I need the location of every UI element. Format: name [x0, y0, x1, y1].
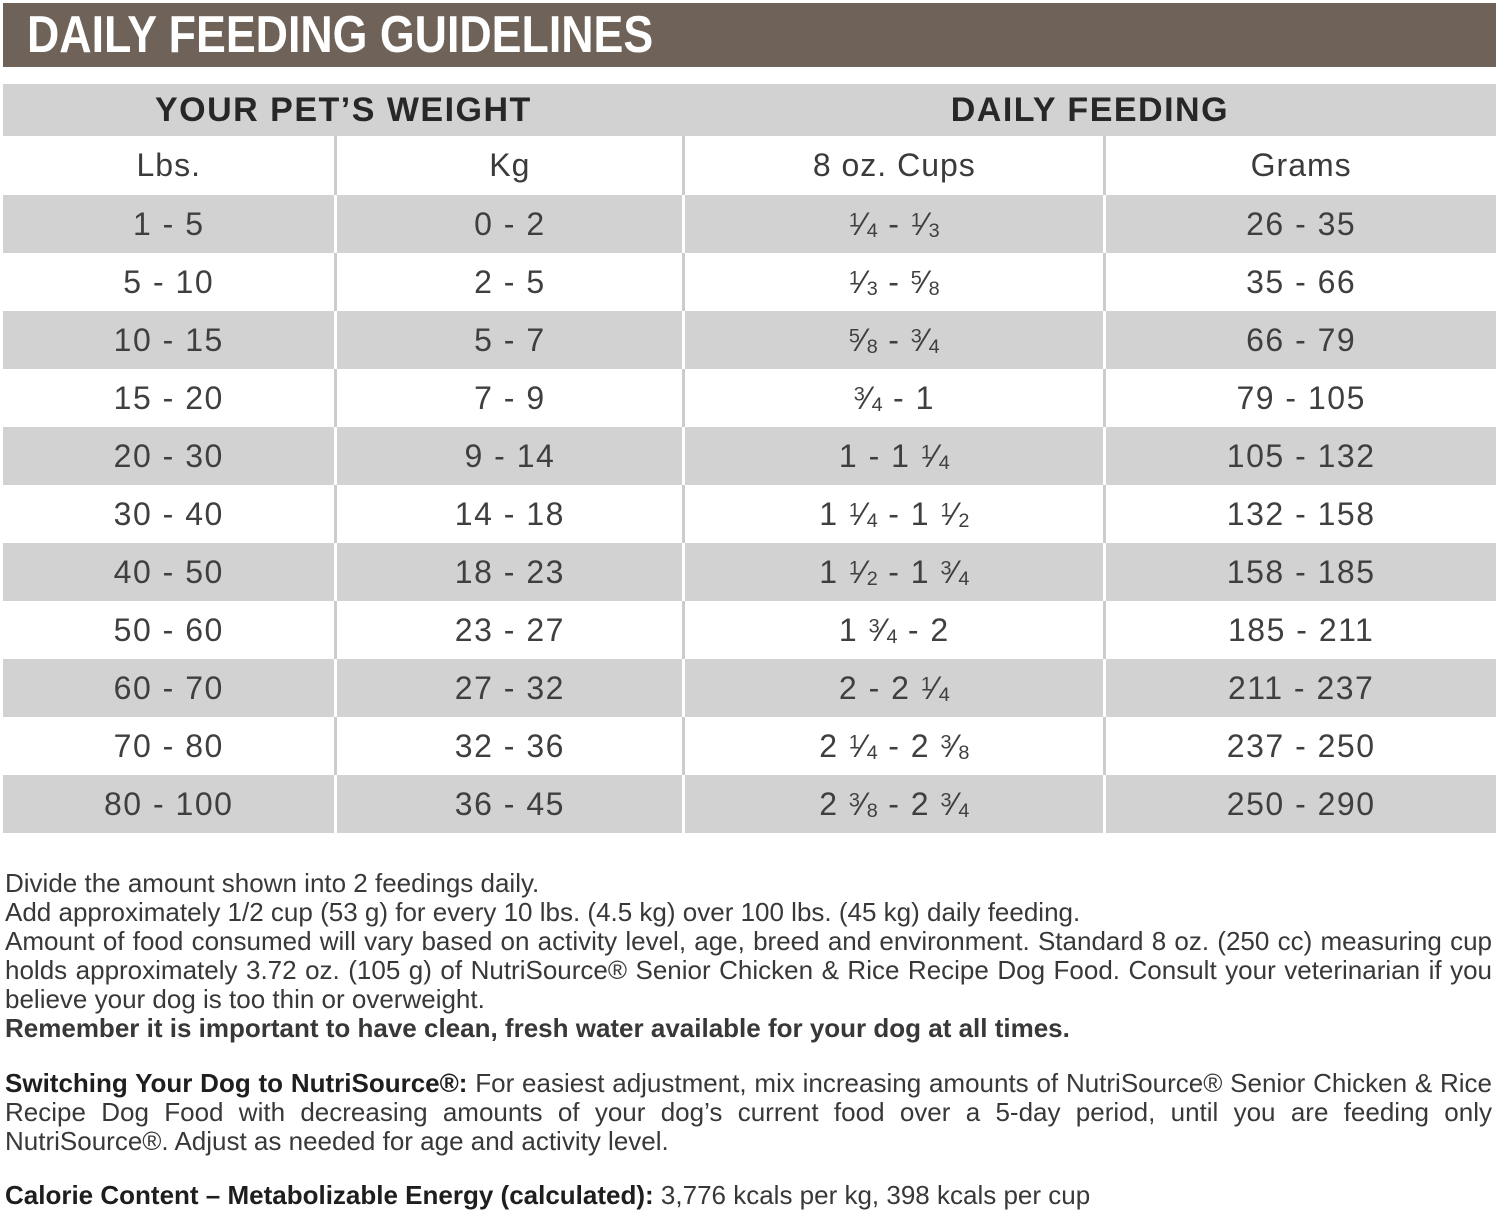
- cell-cups: 1 3⁄4 - 2: [682, 601, 1105, 659]
- cell-kg: 2 - 5: [334, 253, 684, 311]
- table-row: 60 - 70 27 - 32 2 - 2 1⁄4 211 - 237: [3, 659, 1496, 717]
- cell-lbs: 70 - 80: [3, 717, 336, 775]
- group-header-row: YOUR PET’S WEIGHT DAILY FEEDING: [3, 84, 1496, 136]
- cell-kg: 23 - 27: [334, 601, 684, 659]
- table-row: 40 - 50 18 - 23 1 1⁄2 - 1 3⁄4 158 - 185: [3, 543, 1496, 601]
- table-row: 20 - 30 9 - 14 1 - 1 1⁄4 105 - 132: [3, 427, 1496, 485]
- note-consumption: Amount of food consumed will vary based …: [5, 926, 1492, 1014]
- column-header-lbs: Lbs.: [3, 136, 336, 195]
- cell-kg: 0 - 2: [334, 195, 684, 253]
- calorie-lead: Calorie Content – Metabolizable Energy (…: [5, 1180, 654, 1210]
- table-row: 30 - 40 14 - 18 1 1⁄4 - 1 1⁄2 132 - 158: [3, 485, 1496, 543]
- switching-text: For easiest adjustment, mix increasing a…: [5, 1068, 1492, 1156]
- table-row: 5 - 10 2 - 5 1⁄3 - 5⁄8 35 - 66: [3, 253, 1496, 311]
- cell-kg: 9 - 14: [334, 427, 684, 485]
- column-header-grams: Grams: [1103, 136, 1496, 195]
- cell-grams: 105 - 132: [1103, 427, 1496, 485]
- table-row: 70 - 80 32 - 36 2 1⁄4 - 2 3⁄8 237 - 250: [3, 717, 1496, 775]
- cell-grams: 185 - 211: [1103, 601, 1496, 659]
- cell-lbs: 10 - 15: [3, 311, 336, 369]
- cell-grams: 35 - 66: [1103, 253, 1496, 311]
- cell-grams: 79 - 105: [1103, 369, 1496, 427]
- cell-grams: 158 - 185: [1103, 543, 1496, 601]
- table-row: 1 - 5 0 - 2 1⁄4 - 1⁄3 26 - 35: [3, 195, 1496, 253]
- group-header-weight: YOUR PET’S WEIGHT: [3, 84, 684, 136]
- cell-cups: 1 1⁄2 - 1 3⁄4: [682, 543, 1105, 601]
- cell-cups: 1⁄3 - 5⁄8: [682, 253, 1105, 311]
- cell-kg: 27 - 32: [334, 659, 684, 717]
- calorie-content-line: Calorie Content – Metabolizable Energy (…: [3, 1181, 1496, 1210]
- cell-cups: 2 3⁄8 - 2 3⁄4: [682, 775, 1105, 833]
- cell-grams: 211 - 237: [1103, 659, 1496, 717]
- table-row: 50 - 60 23 - 27 1 3⁄4 - 2 185 - 211: [3, 601, 1496, 659]
- page-title: DAILY FEEDING GUIDELINES: [27, 6, 654, 64]
- table-row: 10 - 15 5 - 7 5⁄8 - 3⁄4 66 - 79: [3, 311, 1496, 369]
- column-header-row: Lbs. Kg 8 oz. Cups Grams: [3, 136, 1496, 195]
- cell-kg: 7 - 9: [334, 369, 684, 427]
- cell-lbs: 1 - 5: [3, 195, 336, 253]
- cell-lbs: 5 - 10: [3, 253, 336, 311]
- cell-cups: 1 1⁄4 - 1 1⁄2: [682, 485, 1105, 543]
- cell-grams: 250 - 290: [1103, 775, 1496, 833]
- cell-cups: 1⁄4 - 1⁄3: [682, 195, 1105, 253]
- table-row: 15 - 20 7 - 9 3⁄4 - 1 79 - 105: [3, 369, 1496, 427]
- switching-paragraph: Switching Your Dog to NutriSource®: For …: [3, 1069, 1496, 1156]
- feeding-table: YOUR PET’S WEIGHT DAILY FEEDING Lbs. Kg …: [3, 84, 1496, 833]
- cell-kg: 14 - 18: [334, 485, 684, 543]
- column-header-cups: 8 oz. Cups: [682, 136, 1105, 195]
- cell-cups: 5⁄8 - 3⁄4: [682, 311, 1105, 369]
- cell-grams: 26 - 35: [1103, 195, 1496, 253]
- group-header-feeding: DAILY FEEDING: [683, 84, 1496, 136]
- switching-lead: Switching Your Dog to NutriSource®:: [5, 1068, 468, 1098]
- table-row: 80 - 100 36 - 45 2 3⁄8 - 2 3⁄4 250 - 290: [3, 775, 1496, 833]
- cell-lbs: 60 - 70: [3, 659, 336, 717]
- cell-lbs: 20 - 30: [3, 427, 336, 485]
- column-header-kg: Kg: [334, 136, 684, 195]
- note-add-half-cup: Add approximately 1/2 cup (53 g) for eve…: [5, 897, 1081, 927]
- cell-lbs: 40 - 50: [3, 543, 336, 601]
- cell-cups: 1 - 1 1⁄4: [682, 427, 1105, 485]
- cell-lbs: 30 - 40: [3, 485, 336, 543]
- cell-grams: 237 - 250: [1103, 717, 1496, 775]
- cell-lbs: 50 - 60: [3, 601, 336, 659]
- note-fresh-water: Remember it is important to have clean, …: [5, 1013, 1070, 1043]
- note-divide: Divide the amount shown into 2 feedings …: [5, 868, 540, 898]
- cell-kg: 36 - 45: [334, 775, 684, 833]
- cell-lbs: 80 - 100: [3, 775, 336, 833]
- cell-grams: 132 - 158: [1103, 485, 1496, 543]
- title-bar: DAILY FEEDING GUIDELINES: [3, 3, 1496, 67]
- calorie-text: 3,776 kcals per kg, 398 kcals per cup: [660, 1180, 1091, 1210]
- cell-kg: 18 - 23: [334, 543, 684, 601]
- cell-cups: 2 - 2 1⁄4: [682, 659, 1105, 717]
- cell-kg: 32 - 36: [334, 717, 684, 775]
- cell-grams: 66 - 79: [1103, 311, 1496, 369]
- cell-cups: 2 1⁄4 - 2 3⁄8: [682, 717, 1105, 775]
- feeding-notes: Divide the amount shown into 2 feedings …: [3, 869, 1496, 1043]
- cell-lbs: 15 - 20: [3, 369, 336, 427]
- cell-kg: 5 - 7: [334, 311, 684, 369]
- cell-cups: 3⁄4 - 1: [682, 369, 1105, 427]
